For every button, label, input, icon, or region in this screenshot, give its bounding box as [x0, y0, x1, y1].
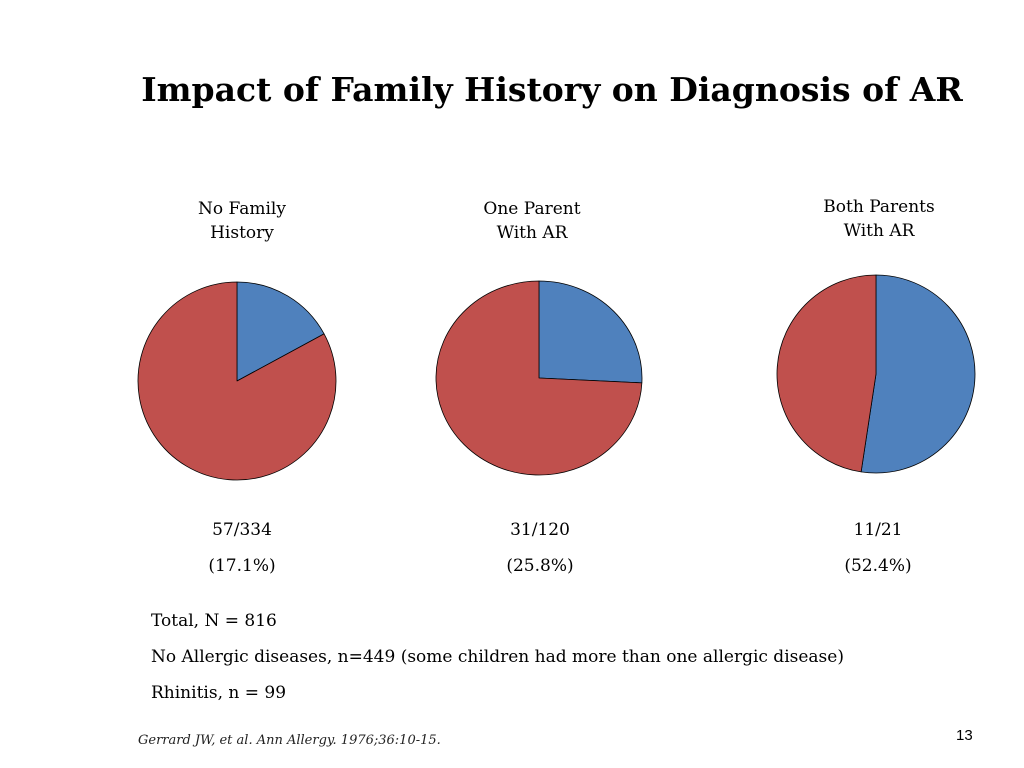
pie-slice-without-ar	[776, 274, 877, 473]
note-rhinitis: Rhinitis, n = 99	[151, 683, 287, 703]
fraction-label: 11/21	[853, 520, 903, 540]
pie-title-line: Both Parents	[823, 197, 935, 217]
pie-title-one-parent: One Parent With AR	[432, 197, 632, 245]
citation: Gerrard JW, et al. Ann Allergy. 1976;36:…	[138, 733, 441, 748]
pie-chart-no-family-history	[137, 281, 337, 481]
slide-title: Impact of Family History on Diagnosis of…	[141, 70, 963, 109]
pie-slice-with-ar	[538, 280, 643, 384]
pie-slice-with-ar	[860, 274, 976, 474]
notes: Total, N = 816 No Allergic diseases, n=4…	[151, 603, 844, 711]
percent-label: (52.4%)	[844, 556, 912, 576]
percent-label: (25.8%)	[506, 556, 574, 576]
pie-title-line: With AR	[843, 221, 915, 241]
pie-title-no-family-history: No Family History	[142, 197, 342, 245]
pie-slice-without-ar	[137, 281, 337, 481]
pie-slice-without-ar	[435, 280, 643, 476]
pie-title-line: One Parent	[483, 199, 581, 219]
pie-chart-one-parent	[435, 280, 643, 476]
stat-both-parents: 11/21 (52.4%)	[798, 512, 958, 584]
stat-one-parent: 31/120 (25.8%)	[460, 512, 620, 584]
pie-slice-with-ar	[236, 281, 325, 382]
page-number: 13	[956, 727, 973, 744]
pie-title-line: No Family	[198, 199, 286, 219]
pie-title-line: With AR	[496, 223, 568, 243]
percent-label: (17.1%)	[208, 556, 276, 576]
fraction-label: 57/334	[212, 520, 272, 540]
pie-title-line: History	[210, 223, 274, 243]
note-total: Total, N = 816	[151, 611, 277, 631]
pie-chart-both-parents	[776, 274, 976, 474]
note-no-allergic: No Allergic diseases, n=449 (some childr…	[151, 647, 844, 667]
stat-no-family-history: 57/334 (17.1%)	[162, 512, 322, 584]
fraction-label: 31/120	[510, 520, 570, 540]
pie-title-both-parents: Both Parents With AR	[779, 195, 979, 243]
